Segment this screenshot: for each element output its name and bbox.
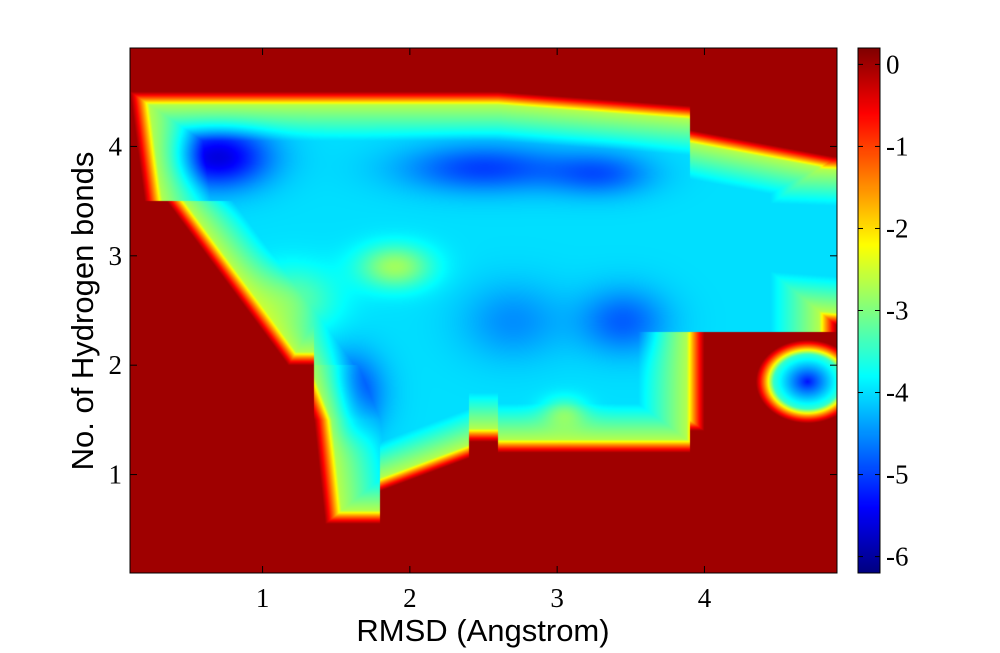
x-tick-label: 2 (403, 583, 417, 613)
colorbar-tick-label: -5 (886, 460, 909, 490)
heatmap-canvas (130, 48, 837, 573)
colorbar (858, 48, 880, 573)
colorbar-tick-label: -4 (886, 378, 909, 408)
x-tick-label: 3 (550, 583, 564, 613)
colorbar-tick-label: -2 (886, 213, 909, 243)
y-axis-title: No. of Hydrogen bonds (65, 152, 100, 471)
y-tick-label: 2 (109, 350, 123, 380)
colorbar-canvas (858, 48, 880, 573)
x-tick-label: 4 (698, 583, 712, 613)
x-axis: 1 2 3 4 (256, 48, 712, 613)
colorbar-tick-label: -3 (886, 296, 909, 326)
x-axis-title: RMSD (Angstrom) (356, 613, 609, 648)
y-tick-label: 3 (109, 241, 123, 271)
heatmap-plot-area (130, 48, 837, 573)
y-axis: 1 2 3 4 (109, 131, 837, 490)
plot-frame (129, 47, 838, 574)
y-tick-label: 4 (109, 131, 123, 161)
x-tick-label: 1 (256, 583, 270, 613)
y-tick-label: 1 (109, 460, 123, 490)
colorbar-tick-label: -6 (886, 542, 909, 572)
colorbar-ticks: 0 -1 -2 -3 -4 -5 -6 (858, 49, 909, 572)
colorbar-tick-label: 0 (886, 49, 900, 79)
colorbar-tick-label: -1 (886, 131, 909, 161)
